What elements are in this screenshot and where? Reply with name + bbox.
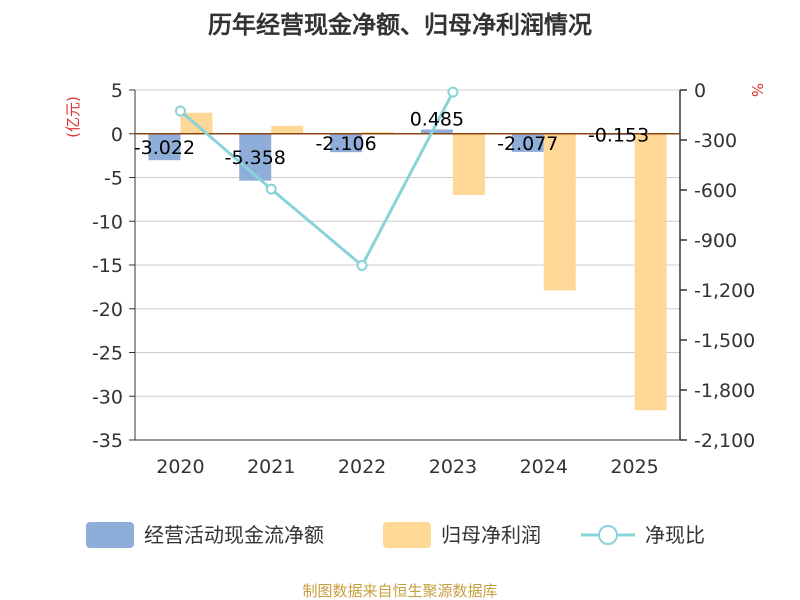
cashflow-value-label: -3.022 <box>134 137 195 159</box>
y-right-tick-label: -1,200 <box>694 280 755 302</box>
y-right-unit: % <box>748 83 766 97</box>
x-axis-ticks: 2020 2021 2022 2023 2024 2025 <box>135 439 680 478</box>
x-tick-label: 2024 <box>520 456 568 478</box>
legend-label-cashflow: 经营活动现金流净额 <box>144 523 324 547</box>
cashflow-bar <box>239 133 272 181</box>
cashflow-bar <box>148 133 181 161</box>
x-tick-label: 2025 <box>610 456 658 478</box>
cashflow-bar <box>330 133 363 153</box>
cashflow-bar <box>420 129 453 134</box>
profit-bar <box>271 125 304 134</box>
cashflow-value-label: -5.358 <box>225 147 286 169</box>
y-left-tick-label: -20 <box>92 299 123 321</box>
y-right-tick-label: -600 <box>694 180 737 202</box>
profit-bar <box>452 133 485 195</box>
legend-swatch-ratio-marker <box>598 525 618 545</box>
y-right-tick-label: -2,100 <box>694 430 755 452</box>
profit-bar <box>634 133 667 411</box>
x-tick-label: 2022 <box>338 456 386 478</box>
legend-label-ratio: 净现比 <box>645 523 705 547</box>
y-left-tick-label: -25 <box>92 343 123 365</box>
legend-swatch-cashflow <box>86 522 134 548</box>
legend: 经营活动现金流净额 归母净利润 净现比 <box>86 522 705 548</box>
y-right-tick-label: -300 <box>694 130 737 152</box>
cashflow-value-label: -0.153 <box>588 124 649 146</box>
y-right-tick-label: 0 <box>694 80 706 102</box>
chart-title: 历年经营现金净额、归母净利润情况 <box>208 11 592 39</box>
legend-label-profit: 归母净利润 <box>441 523 541 547</box>
ratio-point <box>174 105 186 117</box>
profit-bar <box>362 132 395 134</box>
cashflow-bar <box>511 133 544 152</box>
ratio-point <box>356 260 368 271</box>
y-left-ticks: 5 0 -5 -10 -15 -20 -25 -30 -35 <box>92 80 136 452</box>
y-right-tick-label: -1,500 <box>694 330 755 352</box>
y-left-tick-label: -35 <box>92 430 123 452</box>
y-right-tick-label: -1,800 <box>694 380 755 402</box>
profit-bar <box>543 133 576 291</box>
legend-swatch-profit <box>383 522 431 548</box>
y-right-tick-label: -900 <box>694 230 737 252</box>
ratio-point <box>447 86 459 98</box>
bar-value-labels: -3.022 -5.358 -2.106 0.485 -2.077 -0.153 <box>134 109 649 170</box>
x-tick-label: 2021 <box>247 456 295 478</box>
ratio-line <box>179 91 455 268</box>
y-right-ticks: 0 -300 -600 -900 -1,200 -1,500 -1,800 -2,100 <box>679 80 755 452</box>
ratio-line-series <box>174 86 459 271</box>
x-tick-label: 2020 <box>156 456 204 478</box>
y-left-tick-label: -15 <box>92 255 123 277</box>
y-left-tick-label: -10 <box>92 211 123 233</box>
cashflow-value-label: -2.106 <box>315 133 376 155</box>
cashflow-value-label: -2.077 <box>497 133 558 155</box>
cashflow-value-label: 0.485 <box>410 109 464 131</box>
y-left-tick-label: 5 <box>111 80 123 102</box>
y-left-tick-label: 0 <box>111 124 123 146</box>
ratio-point <box>265 183 277 195</box>
y-left-tick-label: -5 <box>104 168 123 190</box>
y-left-unit: (亿元) <box>64 96 82 138</box>
x-tick-label: 2023 <box>429 456 477 478</box>
y-left-tick-label: -30 <box>92 386 123 408</box>
source-note: 制图数据来自恒生聚源数据库 <box>302 582 497 600</box>
